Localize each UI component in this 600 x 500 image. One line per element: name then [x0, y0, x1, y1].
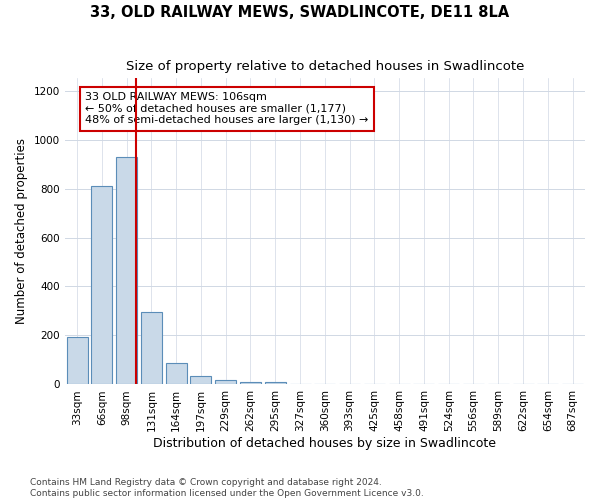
Text: 33 OLD RAILWAY MEWS: 106sqm
← 50% of detached houses are smaller (1,177)
48% of : 33 OLD RAILWAY MEWS: 106sqm ← 50% of det… — [85, 92, 369, 126]
Bar — [215, 380, 236, 384]
X-axis label: Distribution of detached houses by size in Swadlincote: Distribution of detached houses by size … — [154, 437, 496, 450]
Bar — [265, 382, 286, 384]
Bar — [141, 312, 162, 384]
Y-axis label: Number of detached properties: Number of detached properties — [15, 138, 28, 324]
Bar — [91, 186, 112, 384]
Title: Size of property relative to detached houses in Swadlincote: Size of property relative to detached ho… — [125, 60, 524, 73]
Bar — [116, 156, 137, 384]
Bar — [190, 376, 211, 384]
Bar — [67, 337, 88, 384]
Text: 33, OLD RAILWAY MEWS, SWADLINCOTE, DE11 8LA: 33, OLD RAILWAY MEWS, SWADLINCOTE, DE11 … — [91, 5, 509, 20]
Text: Contains HM Land Registry data © Crown copyright and database right 2024.
Contai: Contains HM Land Registry data © Crown c… — [30, 478, 424, 498]
Bar — [166, 363, 187, 384]
Bar — [240, 382, 261, 384]
